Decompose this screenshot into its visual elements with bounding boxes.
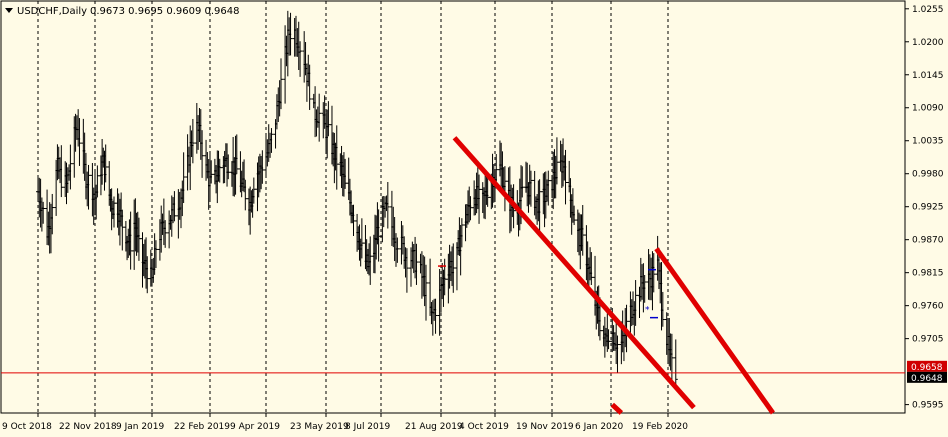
price-bar: [68, 144, 73, 190]
price-bar: [153, 240, 158, 269]
price-bar: [86, 164, 91, 210]
price-bar: [660, 291, 665, 327]
trend-line: [452, 136, 696, 410]
price-bar: [163, 220, 168, 248]
y-tick-label: 0.9870: [912, 236, 944, 246]
price-bar: [537, 179, 542, 233]
price-bar: [424, 264, 428, 321]
y-tick-label: 1.0035: [912, 137, 944, 147]
price-bar: [642, 275, 647, 303]
y-tick-label: 0.9925: [912, 203, 944, 213]
chart-menu-icon[interactable]: [5, 8, 13, 13]
x-tick-label: 22 Nov 2018: [59, 422, 117, 432]
y-tick-label: 0.9760: [912, 302, 944, 312]
time-axis: 9 Oct 2018 22 Nov 2018 9 Jan 2019 22 Feb 20…: [2, 413, 688, 432]
price-bar: [528, 170, 533, 207]
y-tick-label: 1.0145: [912, 71, 944, 81]
trend-line: [610, 402, 624, 415]
price-bar: [468, 196, 473, 221]
chart-header: USDCHF,Daily 0.9673 0.9695 0.9609 0.9648: [5, 6, 240, 17]
price-bar: [317, 93, 322, 142]
price-bar: [190, 118, 195, 164]
trend-line: [654, 247, 775, 415]
y-tick-label: 0.9595: [912, 401, 944, 411]
y-tick-label: 0.9815: [912, 269, 944, 279]
price-bar: [200, 130, 205, 178]
price-bar: [59, 145, 64, 198]
y-tick-label: 0.9705: [912, 335, 944, 345]
y-tick-label: 1.0090: [912, 104, 944, 114]
price-bar: [414, 243, 419, 285]
price-bar: [651, 253, 656, 293]
price-bar: [288, 12, 293, 56]
price-axis: 1.0255 1.0200 1.0145 1.0090 1.0035 0.9980 0.99…: [905, 5, 947, 411]
chart-overlays: *: [1, 136, 905, 415]
current-price-label: 0.9648: [911, 374, 943, 384]
x-tick-label: 9 Apr 2019: [230, 422, 280, 432]
x-tick-label: 23 May 2019: [290, 422, 349, 432]
price-bar: [50, 193, 55, 235]
price-bar: [554, 137, 559, 185]
price-bar: [451, 243, 456, 293]
x-tick-label: 19 Nov 2019: [516, 422, 574, 432]
price-bar: [563, 149, 568, 205]
price-bar: [633, 280, 638, 326]
x-tick-label: 9 Oct 2018: [2, 422, 52, 432]
price-bar: [172, 191, 177, 222]
x-tick-label: 21 Aug 2019: [405, 422, 463, 432]
price-bar: [269, 128, 274, 153]
price-bar: [669, 333, 674, 384]
symbol-label: USDCHF,Daily: [17, 6, 87, 17]
price-bar: [307, 64, 312, 110]
price-bar: [395, 237, 400, 263]
price-bar: [615, 335, 620, 373]
overlay-price-label: 0.9658: [911, 363, 943, 373]
price-bar: [580, 205, 585, 256]
x-tick-label: 19 Feb 2020: [632, 422, 688, 432]
x-tick-label: 8 Jul 2019: [345, 422, 390, 432]
price-bar: [298, 41, 303, 77]
x-tick-label: 22 Feb 2019: [174, 422, 230, 432]
price-bar: [442, 258, 447, 296]
current-price-badge: [907, 371, 947, 383]
overlay-price-badge: [907, 360, 947, 372]
price-bar: [77, 118, 82, 166]
y-tick-label: 0.9980: [912, 170, 944, 180]
x-tick-label: 6 Jan 2020: [575, 422, 623, 432]
x-tick-label: 4 Oct 2019: [459, 422, 509, 432]
price-bar: [477, 174, 482, 224]
price-bar: [673, 339, 678, 390]
price-bars: [36, 10, 678, 390]
price-bar: [181, 152, 186, 204]
x-tick-label: 9 Jan 2019: [116, 422, 164, 432]
price-bar: [502, 166, 507, 212]
price-bar: [279, 58, 283, 110]
ohlc-readout: 0.9673 0.9695 0.9609 0.9648: [90, 6, 240, 17]
y-tick-label: 1.0255: [912, 5, 944, 15]
price-bar: [433, 298, 438, 334]
price-bar: [546, 170, 551, 206]
price-bar: [404, 248, 409, 293]
price-bar: [41, 201, 46, 224]
plot-area: [0, 0, 906, 414]
y-tick-label: 1.0200: [912, 38, 944, 48]
grid-lines: [37, 1, 669, 413]
price-bar: [589, 252, 594, 286]
price-bar: [385, 181, 390, 229]
price-bar: [376, 209, 381, 262]
fractal-arrow: *: [645, 306, 650, 316]
price-bar: [459, 218, 464, 248]
price-bar: [572, 205, 577, 226]
price-bar: [606, 329, 611, 350]
price-bar: [520, 166, 525, 198]
